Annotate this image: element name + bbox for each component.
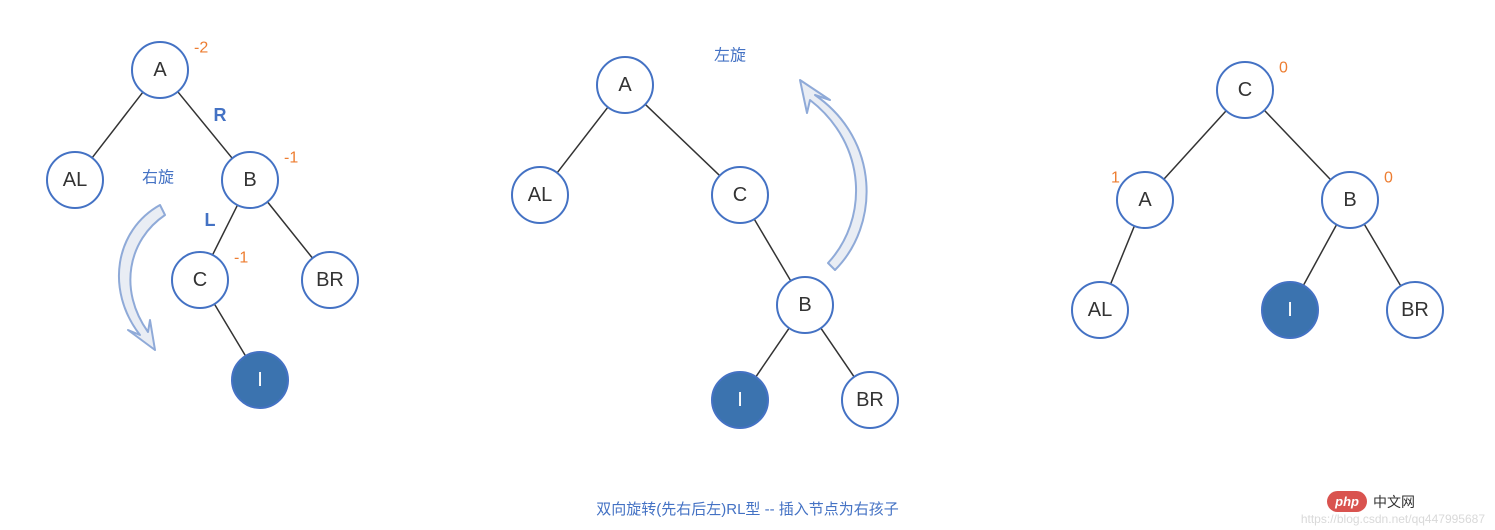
logo-suffix: 中文网 [1373,492,1415,512]
diagram-canvas: R L A -2 AL B -1 C -1 BR I 右旋 A AL C B I BR 左旋 C 0 A 1 B 0 AL I BR [0,0,1495,530]
tree-edge [1364,224,1401,286]
balance-factor-label: -2 [194,40,208,57]
tree-edge [756,328,789,377]
edge-direction-label: R [214,105,227,125]
diagram-caption: 双向旋转(先右后左)RL型 -- 插入节点为右孩子 [0,498,1495,519]
node-label: B [798,294,811,316]
tree-edge [754,219,791,281]
tree-edge [1303,225,1336,286]
logo-pill: php [1327,491,1367,512]
node-label: BR [1401,299,1429,321]
rotation-label: 右旋 [142,169,174,187]
rotation-arrow [800,80,867,270]
tree-edge [821,328,854,377]
tree-edge [214,304,245,356]
tree-edge [1111,226,1135,284]
node-label: AL [63,169,87,191]
edge-direction-label: L [205,210,216,230]
tree-edge [557,107,608,173]
node-label: C [1238,79,1252,101]
node-label: A [618,74,632,96]
node-label: I [737,389,743,411]
watermark-url: https://blog.csdn.net/qq447995687 [1301,512,1485,526]
caption-text: 双向旋转(先右后左)RL型 -- 插入节点为右孩子 [596,501,899,518]
tree-edge [267,202,312,258]
balance-factor-label: 0 [1279,60,1288,77]
balance-factor-label: -1 [234,250,248,267]
node-label: A [1138,189,1152,211]
node-label: BR [856,389,884,411]
node-label: C [733,184,747,206]
node-label: AL [528,184,552,206]
tree-edge [1264,110,1330,179]
tree-edge [1164,111,1226,180]
balance-factor-label: 1 [1111,170,1120,187]
node-label: C [193,269,207,291]
node-label: AL [1088,299,1112,321]
node-label: B [243,169,256,191]
node-label: B [1343,189,1356,211]
tree-edge [213,205,238,255]
node-label: BR [316,269,344,291]
tree-edge [92,92,143,158]
node-label: I [257,369,263,391]
rotation-label: 左旋 [714,47,746,65]
tree-edge [178,92,233,159]
node-label: A [153,59,167,81]
site-logo: php 中文网 [1327,491,1415,512]
balance-factor-label: 0 [1384,170,1393,187]
node-label: I [1287,299,1293,321]
rotation-arrow [119,205,165,350]
tree-edge [645,104,720,175]
balance-factor-label: -1 [284,150,298,167]
